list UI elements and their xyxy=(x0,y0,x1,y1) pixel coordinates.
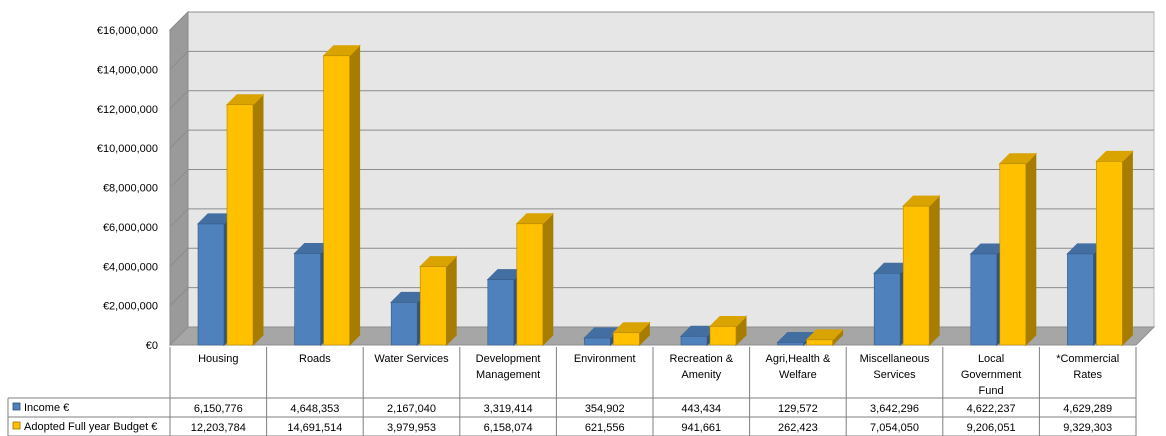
y-tick-label: €8,000,000 xyxy=(103,183,158,195)
gridline xyxy=(169,247,1154,267)
y-tick-label: €6,000,000 xyxy=(103,222,158,234)
x-tick-label: Development Management xyxy=(476,353,541,381)
bar xyxy=(225,93,265,347)
data-label: 4,648,353 xyxy=(290,403,339,415)
legend-label: Income € xyxy=(24,402,69,414)
bar-front xyxy=(516,223,544,346)
legend-key xyxy=(12,402,21,411)
data-label: 6,150,776 xyxy=(194,403,243,415)
data-label: 9,329,303 xyxy=(1063,422,1112,434)
gridline xyxy=(169,50,1154,70)
y-tick-label: €2,000,000 xyxy=(103,301,158,313)
x-tick-label: *Commercial Rates xyxy=(1056,353,1119,381)
y-tick-label: €0 xyxy=(146,340,158,352)
bar xyxy=(389,291,429,347)
data-label: 3,319,414 xyxy=(484,403,533,415)
gridline xyxy=(169,90,1154,110)
bar-front xyxy=(419,266,447,346)
bar xyxy=(418,255,458,347)
gridline xyxy=(169,129,1154,149)
x-tick-label: Roads xyxy=(299,353,331,365)
x-tick-label: Local Government Fund xyxy=(961,353,1022,397)
y-tick-label: €14,000,000 xyxy=(97,64,158,76)
x-tick-label: Miscellaneous Services xyxy=(860,353,930,381)
bar xyxy=(776,331,815,347)
bar-front xyxy=(390,302,418,346)
bar-side xyxy=(542,212,554,347)
x-tick-label: Agri,Health & Welfare xyxy=(765,353,830,381)
data-label: 7,054,050 xyxy=(870,422,919,434)
bar-front xyxy=(1067,253,1094,346)
bar-side xyxy=(445,255,457,347)
bar-side xyxy=(1121,150,1133,347)
bar-front xyxy=(709,326,737,346)
bar-front xyxy=(873,272,901,346)
bar-side xyxy=(349,44,361,347)
gridline xyxy=(169,208,1154,228)
bar-front xyxy=(1096,161,1123,346)
data-label: 621,556 xyxy=(585,422,625,434)
legend-label: Adopted Full year Budget € xyxy=(24,421,157,433)
bar-front xyxy=(806,339,833,346)
bar xyxy=(612,321,651,347)
gridline xyxy=(169,169,1154,188)
data-label: 941,661 xyxy=(681,422,721,434)
data-label: 3,642,296 xyxy=(870,403,919,415)
bar-front xyxy=(323,55,350,346)
bar-front xyxy=(487,279,515,346)
y-tick-label: €12,000,000 xyxy=(97,104,158,116)
bar-front xyxy=(999,163,1027,346)
bar-front xyxy=(902,205,930,346)
bar-front xyxy=(226,104,254,346)
y-tick-label: €10,000,000 xyxy=(97,143,158,155)
bar xyxy=(998,152,1038,347)
x-tick-label: Water Services xyxy=(374,353,449,365)
x-tick-label: Recreation & Amenity xyxy=(670,353,734,381)
y-tick-label: €4,000,000 xyxy=(103,261,158,273)
bar-front xyxy=(584,337,611,346)
gridline xyxy=(169,287,1154,306)
data-label: 129,572 xyxy=(778,403,818,415)
bar-front xyxy=(294,253,321,346)
bar xyxy=(515,212,555,347)
gridline xyxy=(169,11,1154,31)
data-label: 2,167,040 xyxy=(387,403,436,415)
y-tick-label: €16,000,000 xyxy=(97,25,158,37)
data-label: 12,203,784 xyxy=(191,422,246,434)
bar xyxy=(1095,150,1134,347)
bar-front xyxy=(197,223,225,346)
data-label: 443,434 xyxy=(681,403,721,415)
data-label: 6,158,074 xyxy=(484,422,533,434)
legend-key xyxy=(12,421,21,430)
data-label: 3,979,953 xyxy=(387,422,436,434)
bar xyxy=(901,194,941,347)
data-label: 262,423 xyxy=(778,422,818,434)
bar-side xyxy=(1025,152,1037,347)
bar-front xyxy=(613,332,640,346)
bar-front xyxy=(777,342,804,346)
data-label: 4,622,237 xyxy=(967,403,1016,415)
bar-front xyxy=(680,335,708,346)
data-label: 14,691,514 xyxy=(287,422,342,434)
bar-front xyxy=(970,253,998,346)
x-tick-label: Housing xyxy=(198,353,238,365)
bar-side xyxy=(928,194,940,347)
data-label: 4,629,289 xyxy=(1063,403,1112,415)
x-tick-label: Environment xyxy=(574,353,636,365)
bar xyxy=(708,315,748,347)
bar xyxy=(805,328,844,347)
bar xyxy=(322,44,361,347)
data-label: 354,902 xyxy=(585,403,625,415)
bar-side xyxy=(252,93,264,347)
data-label: 9,206,051 xyxy=(967,422,1016,434)
